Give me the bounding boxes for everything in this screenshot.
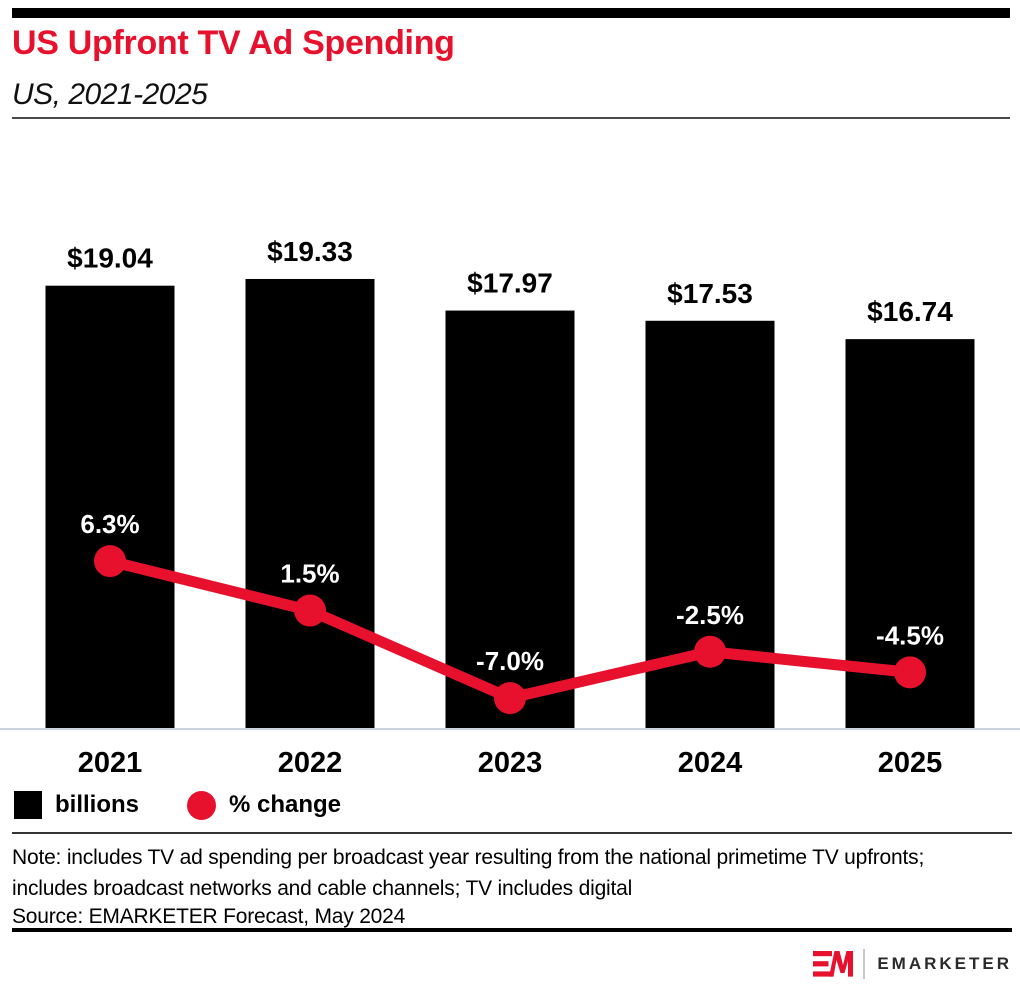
brand-name: EMARKETER <box>877 954 1012 973</box>
page-subtitle: US, 2021-2025 <box>12 78 208 111</box>
pct-change-legend-swatch <box>187 790 216 820</box>
pct-change-point-2025 <box>894 656 926 689</box>
logo-m-glyph <box>829 951 854 977</box>
chart-canvas: $19.04 $19.33 $17.97 $17.53 $16.74 2021 2022 20… <box>0 236 1020 779</box>
top-accent-bar <box>12 8 1010 18</box>
page-title: US Upfront TV Ad Spending <box>12 24 455 62</box>
header-divider <box>12 117 1010 119</box>
billions-legend-swatch <box>14 791 42 819</box>
source-text: Source: EMARKETER Forecast, May 2024 <box>12 905 406 928</box>
notes-divider <box>12 832 1012 834</box>
bottom-divider <box>12 928 1012 932</box>
x-axis-label-2021: 2021 <box>78 747 143 779</box>
pct-change-label-2023: -7.0% <box>476 646 544 676</box>
pct-change-label-2024: -2.5% <box>676 600 744 630</box>
bar-value-label-2024: $17.53 <box>667 278 753 309</box>
x-axis-label-2023: 2023 <box>478 747 543 779</box>
pct-change-point-2021 <box>94 545 126 578</box>
pct-change-point-2022 <box>294 594 326 627</box>
footer: EMARKETER <box>813 944 1012 984</box>
x-axis-label-2024: 2024 <box>678 747 743 779</box>
emarketer-logo <box>813 951 854 977</box>
bar-value-label-2023: $17.97 <box>467 268 553 299</box>
x-axis-label-2022: 2022 <box>278 747 343 779</box>
bar-2023 <box>445 310 575 728</box>
pct-change-label-2021: 6.3% <box>80 509 139 539</box>
pct-change-point-2023 <box>494 682 526 715</box>
footer-divider <box>863 949 866 979</box>
bar-value-label-2021: $19.04 <box>67 243 153 274</box>
bar-2022 <box>245 278 375 728</box>
pct-change-label-2025: -4.5% <box>876 620 944 650</box>
bar-value-label-2025: $16.74 <box>867 296 953 327</box>
bar-2021 <box>45 285 175 728</box>
pct-change-point-2024 <box>694 635 726 668</box>
pct-change-label-2022: 1.5% <box>280 559 339 589</box>
note-text: Note: includes TV ad spending per broadc… <box>12 846 925 900</box>
billions-legend-label: billions <box>55 791 139 818</box>
bar-value-label-2022: $19.33 <box>267 236 353 267</box>
x-axis-label-2025: 2025 <box>878 747 943 779</box>
chart-legend: billions % change <box>14 788 341 822</box>
pct-change-legend-label: % change <box>229 791 342 818</box>
chart-area: $19.04 $19.33 $17.97 $17.53 $16.74 2021 2022 20… <box>0 126 1020 786</box>
